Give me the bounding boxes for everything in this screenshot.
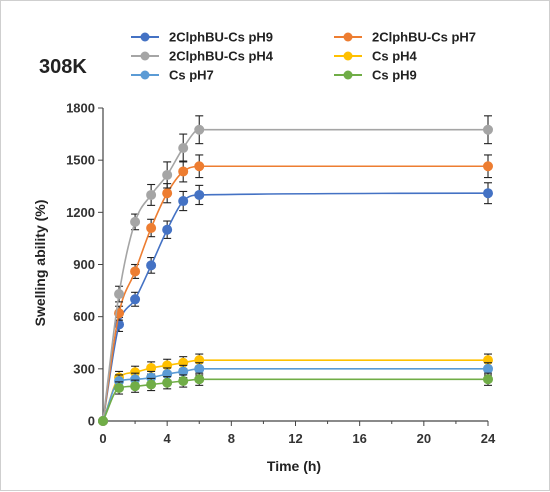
data-point [178,196,189,207]
legend-marker [343,32,353,42]
legend-label: Cs pH7 [169,68,214,83]
legend-item: 2ClphBU-Cs pH4 [131,49,274,64]
series-line [102,378,488,422]
y-tick-label: 1500 [66,153,95,168]
legend-label: 2ClphBU-Cs pH9 [169,30,273,45]
data-point [194,374,205,385]
x-tick-label: 8 [228,431,235,446]
series-0 [98,182,493,426]
series-4 [98,362,493,426]
data-point [178,166,189,177]
legend-marker [343,70,353,80]
data-point [130,266,141,277]
data-point [146,189,157,200]
data-point [130,216,141,227]
y-tick-label: 300 [73,361,95,376]
legend-item: Cs pH7 [131,68,214,83]
data-point [162,169,173,180]
legend: 2ClphBU-Cs pH9 2ClphBU-Cs pH7 2ClphBU-Cs p… [131,30,476,83]
series-layer [98,115,493,426]
x-tick-label: 24 [481,431,496,446]
legend-label: 2ClphBU-Cs pH7 [372,30,476,45]
series-1 [98,154,493,426]
series-5 [98,372,493,426]
y-tick-label: 600 [73,309,95,324]
series-line [102,368,488,422]
y-axis-label: Swelling ability (%) [32,200,48,327]
series-line [102,128,488,422]
x-tick-label: 20 [417,431,431,446]
legend-marker [343,51,353,61]
data-point [194,189,205,200]
data-point [114,289,125,300]
data-point [146,260,157,271]
y-tick-label: 1800 [66,101,95,116]
data-point [194,363,205,374]
data-point [162,377,173,388]
temperature-annotation: 308K [39,56,87,78]
legend-marker [140,51,150,61]
data-point [146,222,157,233]
series-line [102,192,489,422]
data-point [130,294,141,305]
legend-item: 2ClphBU-Cs pH7 [334,30,476,45]
legend-marker [140,32,150,42]
y-tick-label: 1200 [66,205,95,220]
x-tick-label: 12 [288,431,302,446]
data-point [482,124,493,135]
x-tick-label: 4 [164,431,172,446]
series-3 [98,353,493,426]
data-point [162,224,173,235]
axes: 0 300 600 900 1200 1500 1800 0 4 8 12 16 20 24 [66,101,496,447]
data-point [482,374,493,385]
y-tick-label: 900 [73,257,95,272]
legend-item: Cs pH9 [334,68,417,83]
x-axis-label: Time (h) [267,458,321,474]
legend-label: Cs pH4 [372,49,418,64]
legend-label: Cs pH9 [372,68,417,83]
data-point [98,415,109,426]
data-point [146,379,157,390]
legend-label: 2ClphBU-Cs pH4 [169,49,274,64]
data-point [194,124,205,135]
data-point [178,376,189,387]
legend-marker [140,70,150,80]
x-tick-label: 0 [99,431,106,446]
data-point [130,381,141,392]
data-point [114,382,125,393]
data-point [482,161,493,172]
legend-item: 2ClphBU-Cs pH9 [131,30,273,45]
data-point [178,142,189,153]
y-tick-label: 0 [88,414,95,429]
legend-item: Cs pH4 [334,49,418,64]
x-tick-label: 16 [352,431,366,446]
data-point [482,363,493,374]
data-point [482,188,493,199]
data-point [194,161,205,172]
data-point [162,188,173,199]
